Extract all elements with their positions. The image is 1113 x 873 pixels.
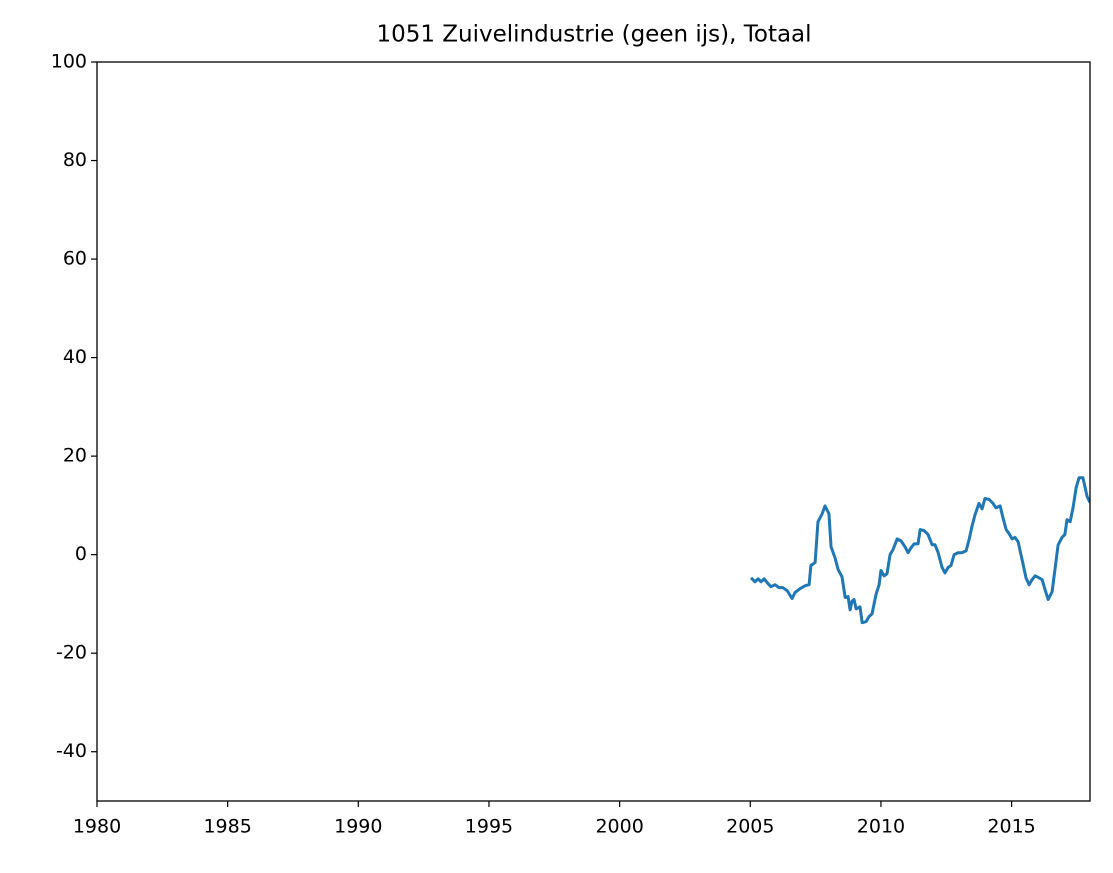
x-tick-label: 2000 [595,816,643,838]
y-tick-label: 100 [51,51,87,73]
x-tick-label: 1985 [203,816,251,838]
x-tick-label: 1980 [73,816,121,838]
y-tick-label: 0 [75,543,87,565]
y-tick-label: -20 [56,642,87,664]
y-tick-label: 60 [63,248,87,270]
x-tick-label: 1995 [465,816,513,838]
y-tick-label: 80 [63,149,87,171]
y-tick-label: 20 [63,445,87,467]
line [750,476,1090,625]
x-tick-label: 2010 [857,816,905,838]
y-tick-label: -40 [56,740,87,762]
plot-frame [96,61,1091,802]
x-tick-label: 1990 [334,816,382,838]
chart-title: 1051 Zuivelindustrie (geen ijs), Totaal [376,22,811,48]
x-tick-label: 2015 [987,816,1035,838]
x-tick-label: 2005 [726,816,774,838]
y-tick-label: 40 [63,346,87,368]
